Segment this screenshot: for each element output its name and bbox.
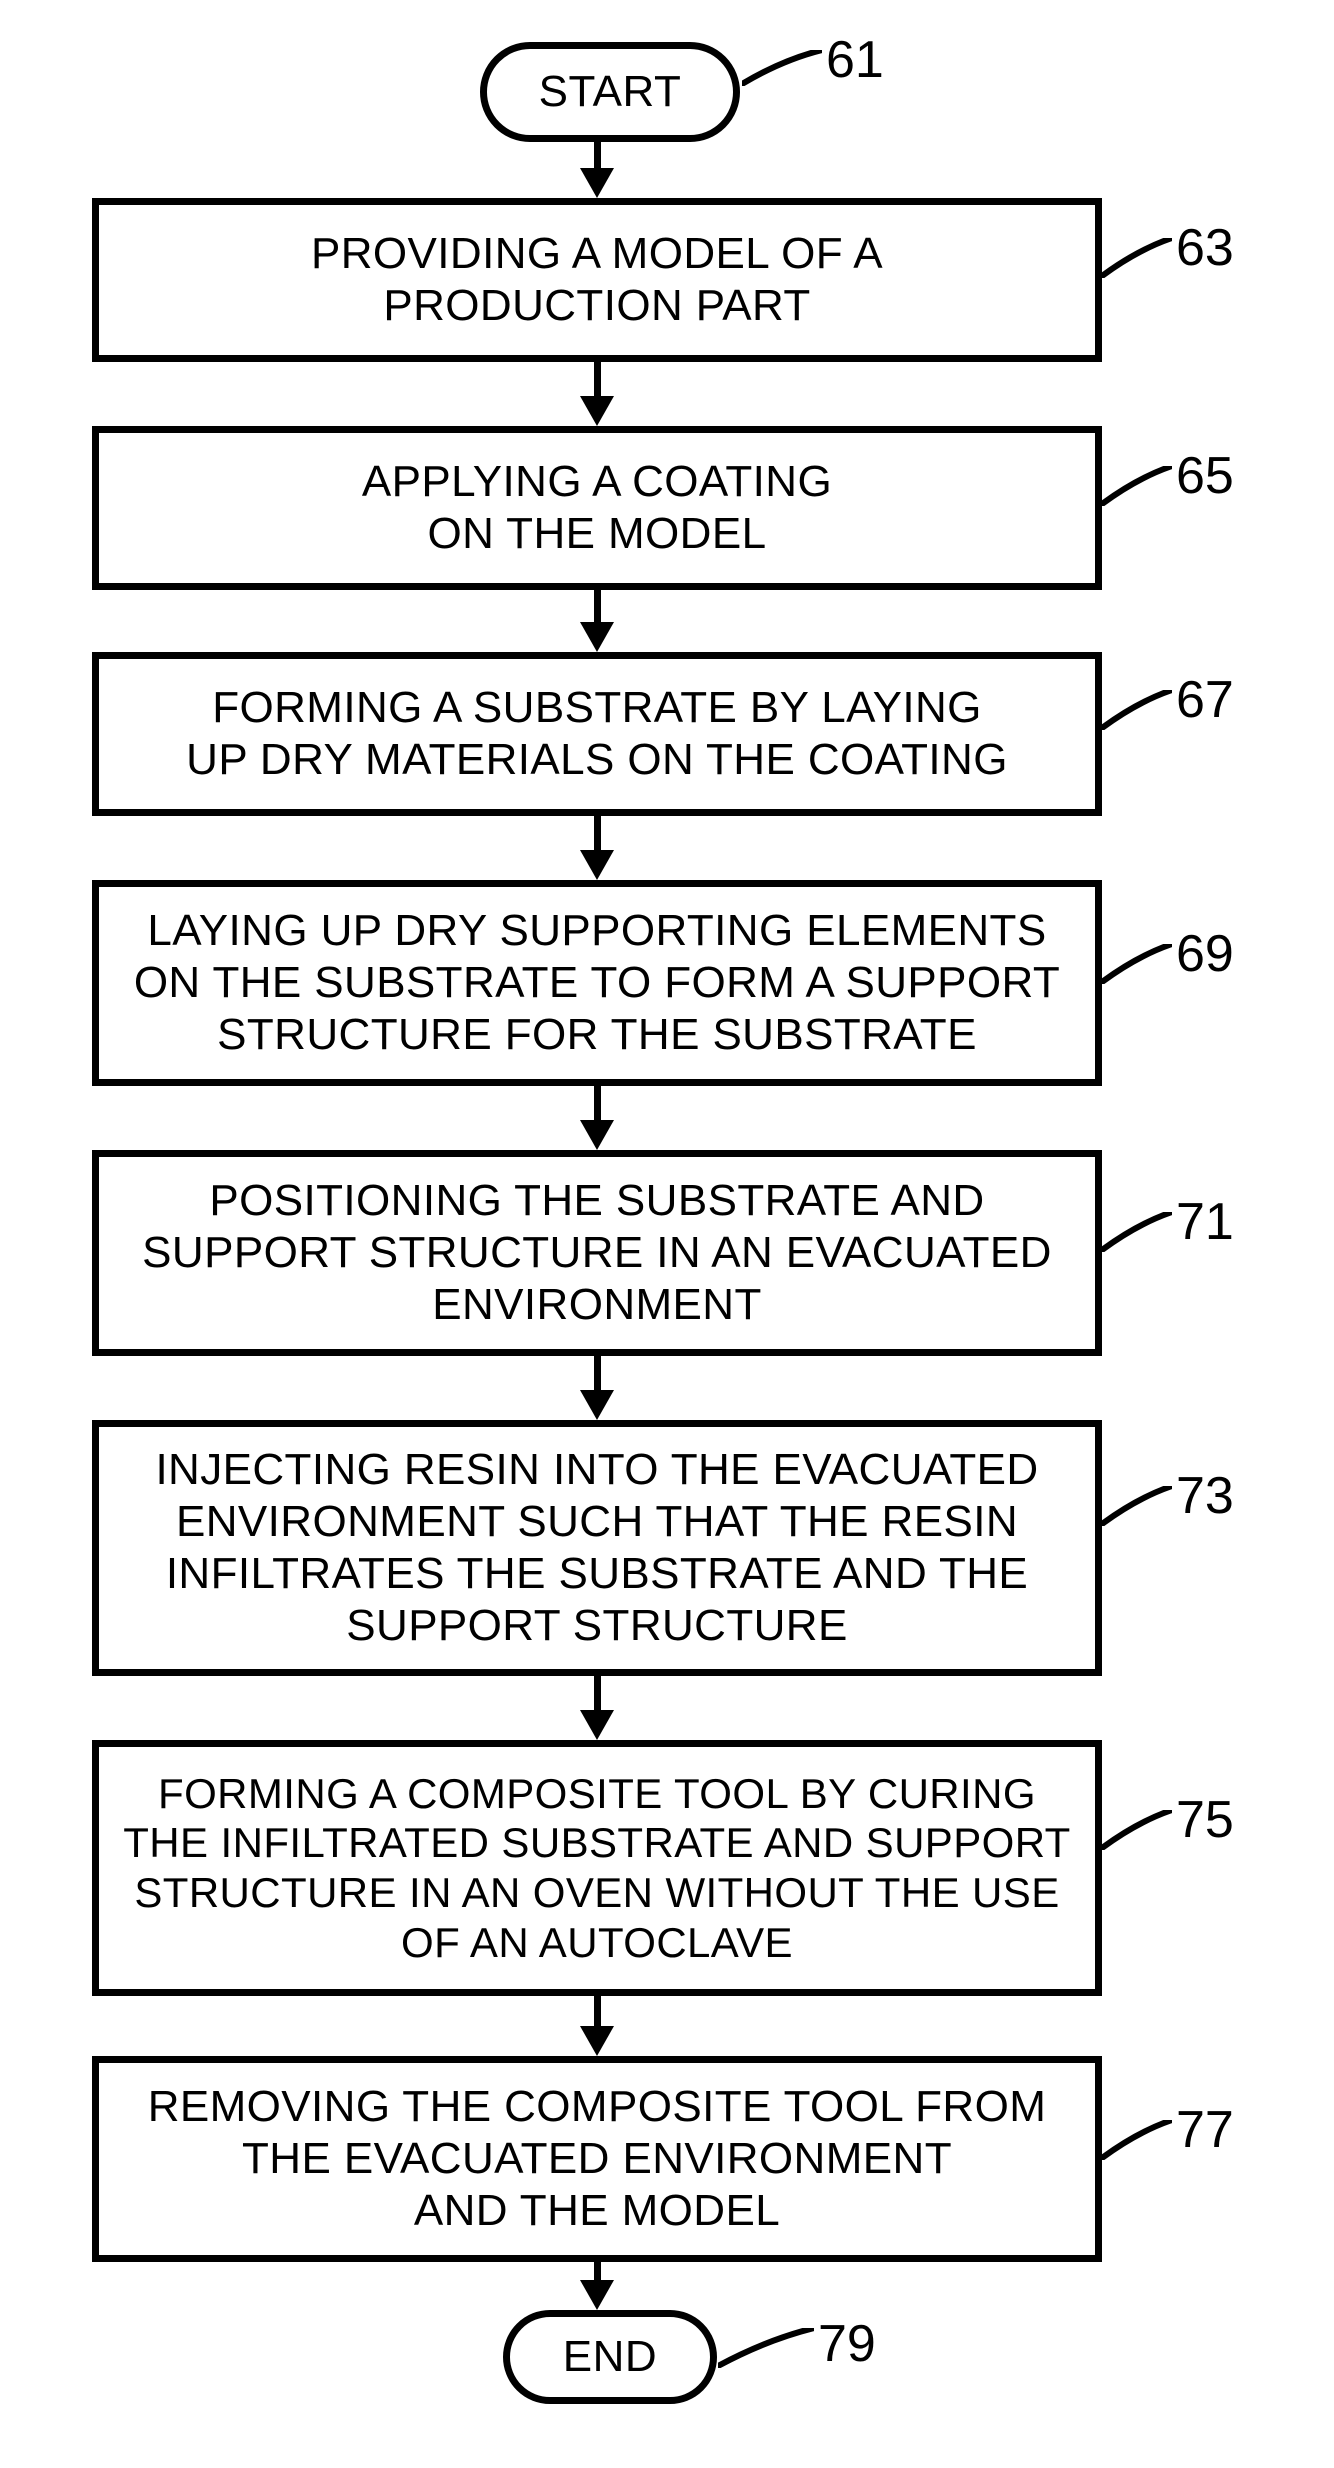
arrow-head-4 bbox=[580, 1120, 614, 1150]
leader-s77 bbox=[1102, 2120, 1172, 2160]
arrow-head-0 bbox=[580, 168, 614, 198]
ref-label-s65: 65 bbox=[1176, 446, 1234, 506]
ref-label-s75: 75 bbox=[1176, 1790, 1234, 1850]
step-s71: POSITIONING THE SUBSTRATE AND SUPPORT ST… bbox=[92, 1150, 1102, 1356]
terminator-label-start: START bbox=[539, 67, 682, 117]
leader-s75 bbox=[1102, 1810, 1172, 1850]
leader-end bbox=[718, 2328, 814, 2368]
leader-s63 bbox=[1102, 238, 1172, 278]
ref-label-s71: 71 bbox=[1176, 1192, 1234, 1252]
terminator-label-end: END bbox=[563, 2332, 657, 2382]
arrow-line-1 bbox=[594, 362, 601, 396]
leader-s65 bbox=[1102, 466, 1172, 506]
terminator-end: END bbox=[503, 2310, 717, 2404]
step-s73: INJECTING RESIN INTO THE EVACUATED ENVIR… bbox=[92, 1420, 1102, 1676]
terminator-start: START bbox=[480, 42, 740, 142]
arrow-head-6 bbox=[580, 1710, 614, 1740]
ref-label-s77: 77 bbox=[1176, 2100, 1234, 2160]
arrow-line-6 bbox=[594, 1676, 601, 1710]
leader-start bbox=[742, 50, 822, 86]
arrow-line-8 bbox=[594, 2262, 601, 2280]
arrow-line-4 bbox=[594, 1086, 601, 1120]
arrow-line-7 bbox=[594, 1996, 601, 2026]
arrow-head-2 bbox=[580, 622, 614, 652]
step-s65: APPLYING A COATING ON THE MODEL bbox=[92, 426, 1102, 590]
leader-s73 bbox=[1102, 1486, 1172, 1526]
ref-label-start: 61 bbox=[826, 30, 884, 90]
step-s77: REMOVING THE COMPOSITE TOOL FROM THE EVA… bbox=[92, 2056, 1102, 2262]
arrow-line-5 bbox=[594, 1356, 601, 1390]
ref-label-s73: 73 bbox=[1176, 1466, 1234, 1526]
arrow-line-0 bbox=[594, 142, 601, 168]
step-s63: PROVIDING A MODEL OF A PRODUCTION PART bbox=[92, 198, 1102, 362]
ref-label-s67: 67 bbox=[1176, 670, 1234, 730]
ref-label-s69: 69 bbox=[1176, 924, 1234, 984]
leader-s71 bbox=[1102, 1212, 1172, 1252]
arrow-head-3 bbox=[580, 850, 614, 880]
ref-label-s63: 63 bbox=[1176, 218, 1234, 278]
arrow-head-8 bbox=[580, 2280, 614, 2310]
flowchart-canvas: START END PROVIDING A MODEL OF A PRODUCTIO… bbox=[0, 0, 1334, 2468]
step-s67: FORMING A SUBSTRATE BY LAYING UP DRY MAT… bbox=[92, 652, 1102, 816]
arrow-head-5 bbox=[580, 1390, 614, 1420]
leader-s67 bbox=[1102, 690, 1172, 730]
leader-s69 bbox=[1102, 944, 1172, 984]
arrow-line-2 bbox=[594, 590, 601, 622]
ref-label-end: 79 bbox=[818, 2314, 876, 2374]
arrow-head-1 bbox=[580, 396, 614, 426]
step-s69: LAYING UP DRY SUPPORTING ELEMENTS ON THE… bbox=[92, 880, 1102, 1086]
arrow-line-3 bbox=[594, 816, 601, 850]
step-s75: FORMING A COMPOSITE TOOL BY CURING THE I… bbox=[92, 1740, 1102, 1996]
arrow-head-7 bbox=[580, 2026, 614, 2056]
